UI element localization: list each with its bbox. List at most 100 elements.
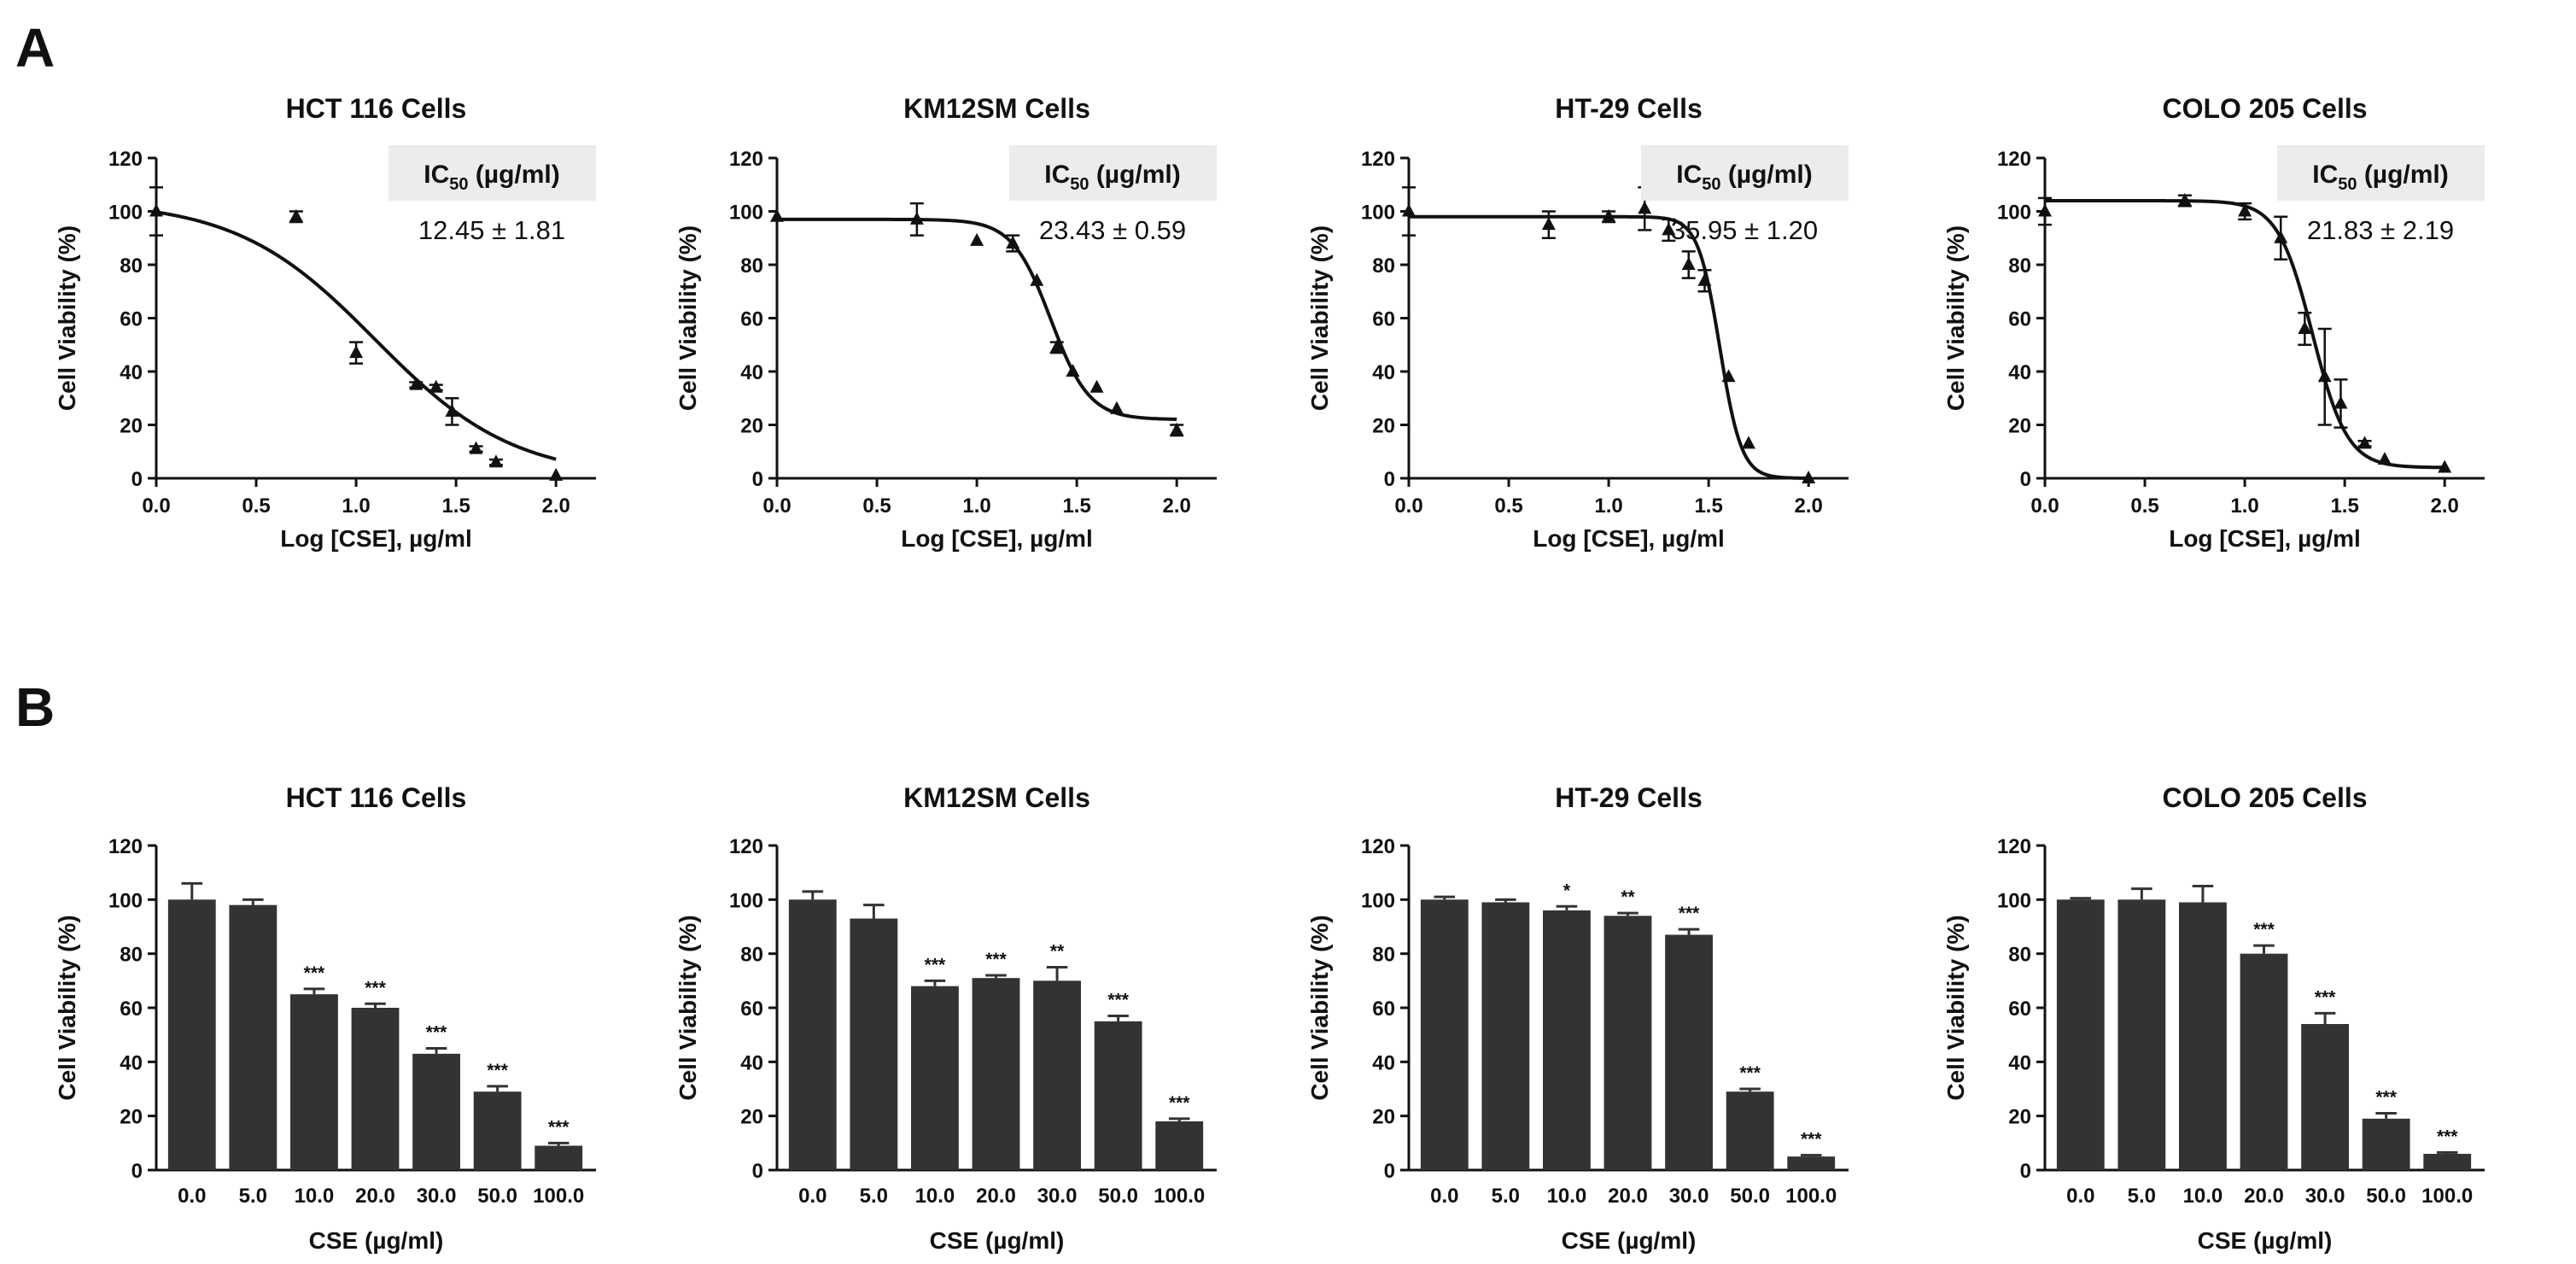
data-point	[349, 345, 364, 359]
y-axis-label: Cell Viability (%)	[54, 915, 80, 1100]
y-tick-label: 20	[740, 1106, 763, 1129]
data-point	[970, 232, 984, 246]
y-tick-label: 120	[108, 148, 143, 171]
data-point	[445, 403, 459, 417]
y-tick-label: 100	[1997, 889, 2031, 912]
bar	[788, 899, 837, 1170]
data-point	[2334, 395, 2348, 409]
y-tick-label: 60	[1372, 998, 1395, 1021]
significance-label: **	[1050, 942, 1065, 962]
chart-5-hct-116-cells: HCT 116 Cells 0 20 40 60 80 100 120 Cell Viabili…	[54, 782, 596, 1254]
y-tick-label: 20	[120, 415, 143, 438]
y-tick-label: 0	[2020, 1160, 2031, 1183]
x-axis-label: CSE (µg/ml)	[309, 1227, 444, 1254]
bar	[167, 899, 216, 1170]
data-point	[1802, 471, 1816, 483]
x-tick-label: 50.0	[1098, 1185, 1138, 1208]
data-point	[289, 208, 303, 222]
x-axis-label: CSE (µg/ml)	[1562, 1227, 1697, 1254]
y-tick-label: 20	[120, 1106, 143, 1129]
significance-label: ***	[1679, 904, 1700, 923]
chart-title: HCT 116 Cells	[286, 782, 467, 813]
bar	[290, 994, 338, 1170]
x-tick-label: 100.0	[1785, 1185, 1837, 1208]
bar	[1094, 1021, 1142, 1170]
data-point	[2357, 436, 2372, 449]
chart-title: COLO 205 Cells	[2162, 93, 2367, 124]
y-tick-label: 20	[1372, 1106, 1395, 1129]
data-point	[2177, 193, 2192, 206]
significance-label: ***	[365, 978, 386, 998]
x-tick-label: 5.0	[1492, 1185, 1520, 1208]
x-tick-label: 1.0	[962, 494, 990, 518]
x-tick-label: 100.0	[533, 1185, 584, 1208]
y-tick-label: 40	[120, 1051, 143, 1074]
data-point	[2317, 369, 2332, 383]
y-tick-label: 120	[729, 148, 763, 171]
data-point	[909, 211, 924, 225]
data-point	[2438, 459, 2452, 473]
data-point	[429, 379, 443, 393]
y-tick-label: 100	[1361, 202, 1395, 225]
y-tick-label: 80	[740, 255, 763, 278]
chart-title: HT-29 Cells	[1555, 93, 1703, 124]
chart-title: KM12SM Cells	[903, 782, 1090, 813]
x-tick-label: 0.5	[862, 494, 891, 518]
bar	[351, 1008, 400, 1170]
x-tick-label: 0.0	[142, 494, 170, 518]
data-point	[1402, 203, 1416, 217]
y-axis-label: Cell Viability (%)	[1306, 915, 1333, 1100]
ic50-header: IC50 (µg/ml)	[1676, 161, 1813, 194]
bar	[1787, 1156, 1836, 1170]
x-tick-label: 10.0	[915, 1185, 955, 1208]
chart-1-hct-116-cells: HCT 116 Cells 0 20 40 60 80 100 120 Cell Viabili…	[54, 93, 596, 552]
x-axis-label: CSE (µg/ml)	[2198, 1227, 2333, 1254]
data-point	[1049, 339, 1064, 353]
y-axis-label: Cell Viability (%)	[1306, 225, 1333, 411]
x-tick-label: 20.0	[355, 1185, 395, 1208]
x-axis-label: Log [CSE], µg/ml	[280, 525, 472, 552]
x-tick-label: 20.0	[2244, 1185, 2284, 1208]
x-tick-label: 0.0	[798, 1185, 827, 1208]
y-tick-label: 100	[729, 889, 763, 912]
bar	[972, 978, 1020, 1170]
x-tick-label: 1.0	[1594, 494, 1622, 518]
y-tick-label: 120	[1997, 835, 2031, 858]
significance-label: *	[1563, 881, 1571, 900]
x-tick-label: 1.0	[342, 494, 370, 518]
chart-4-colo-205-cells: COLO 205 Cells 0 20 40 60 80 100 120 Cell Viabil…	[1942, 93, 2485, 552]
chart-8-colo-205-cells: COLO 205 Cells 0 20 40 60 80 100 120 Cell Viabil…	[1942, 782, 2485, 1254]
ic50-header: IC50 (µg/ml)	[423, 161, 560, 194]
fit-curve	[155, 210, 557, 461]
x-tick-label: 1.5	[441, 494, 470, 518]
x-tick-label: 2.0	[541, 494, 570, 518]
chart-3-ht-29-cells: HT-29 Cells 0 20 40 60 80 100 120 Cell Viability…	[1306, 93, 1849, 552]
bar	[2301, 1024, 2349, 1170]
y-tick-label: 40	[740, 1051, 763, 1074]
chart-title: HCT 116 Cells	[286, 93, 467, 124]
x-tick-label: 30.0	[417, 1185, 457, 1208]
y-tick-label: 40	[2008, 361, 2031, 384]
y-tick-label: 60	[1372, 308, 1395, 331]
data-point	[1030, 272, 1044, 286]
y-tick-label: 40	[120, 361, 143, 384]
x-tick-label: 1.5	[1694, 494, 1722, 518]
y-tick-label: 40	[740, 361, 763, 384]
data-point	[1066, 364, 1080, 377]
data-point	[1541, 217, 1556, 231]
x-tick-label: 10.0	[2183, 1185, 2223, 1208]
x-tick-label: 0.5	[242, 494, 270, 518]
ic50-header: IC50 (µg/ml)	[2312, 161, 2449, 194]
x-tick-label: 5.0	[239, 1185, 267, 1208]
x-tick-label: 30.0	[1037, 1185, 1078, 1208]
x-tick-label: 50.0	[1730, 1185, 1770, 1208]
data-point	[1638, 201, 1652, 214]
x-axis-label: CSE (µg/ml)	[930, 1227, 1065, 1254]
bar	[2362, 1118, 2410, 1170]
data-point	[2274, 230, 2288, 243]
significance-label: ***	[2315, 987, 2336, 1007]
significance-label: ***	[487, 1061, 508, 1080]
significance-label: ***	[1801, 1130, 1822, 1150]
x-tick-label: 0.5	[1494, 494, 1522, 518]
